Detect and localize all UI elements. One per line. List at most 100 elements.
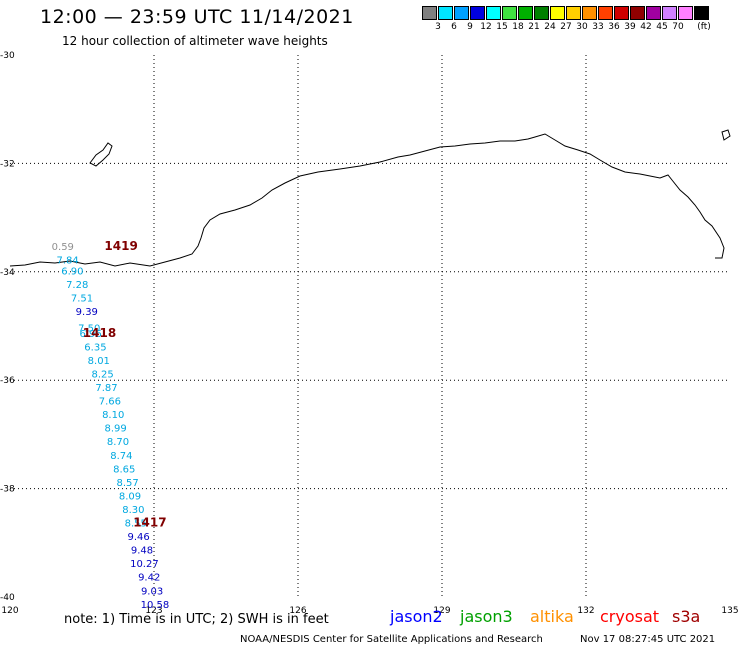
swh-value: 8.30 (122, 505, 144, 516)
color-legend (422, 6, 710, 20)
longitude-tick-label: 132 (577, 606, 594, 616)
swh-value: 6.35 (84, 342, 106, 353)
swh-value: 8.09 (119, 491, 141, 502)
swh-value: 0.59 (52, 242, 74, 253)
legend-unit: (ft) (697, 22, 711, 32)
legend-swatch (550, 6, 565, 20)
legend-tick-label: 33 (592, 22, 604, 32)
legend-tick-label: 3 (435, 22, 441, 32)
swh-value: 7.51 (71, 294, 93, 305)
color-legend-labels: 3 6 9 12 15 18 21 24 27 30 33 36 39 42 45 70 (ft) (422, 22, 740, 34)
longitude-tick-label: 129 (433, 606, 450, 616)
swh-value: 8.01 (88, 356, 110, 367)
swh-value: 8.57 (116, 478, 138, 489)
legend-swatch (438, 6, 453, 20)
swh-value: 6.96 (80, 329, 102, 340)
wave-height-observations: 0.59 7.846.90 7.28 7.51 9.39 7.506.96 6.35 8.01… (52, 242, 170, 611)
latitude-tick-label: -38 (0, 485, 15, 495)
swh-value: 7.87 (95, 383, 117, 394)
legend-swatch (582, 6, 597, 20)
swh-value: 7.50 (78, 323, 100, 334)
legend-swatch (646, 6, 661, 20)
swh-value: 8.99 (104, 424, 126, 435)
satellite-cryosat-label: cryosat (600, 607, 660, 626)
legend-swatch (534, 6, 549, 20)
legend-swatch (454, 6, 469, 20)
longitude-tick-label: 123 (145, 606, 162, 616)
swh-value: 7.66 (99, 397, 121, 408)
longitude-tick-label: 120 (1, 606, 18, 616)
swh-value: 8.74 (110, 451, 132, 462)
swh-value: 9.46 (128, 532, 150, 543)
legend-tick-label: 27 (560, 22, 572, 32)
latitude-tick-label: -36 (0, 376, 15, 386)
swh-value: 6.90 (61, 267, 83, 278)
longitude-tick-label: 135 (721, 606, 738, 616)
swh-value: 8.55 (125, 519, 147, 530)
satellite-s3a-label: s3a (672, 607, 701, 626)
legend-tick-label: 30 (576, 22, 588, 32)
credit-text: NOAA/NESDIS Center for Satellite Applica… (240, 634, 543, 645)
legend-swatch (614, 6, 629, 20)
legend-tick-label: 15 (496, 22, 508, 32)
latitude-tick-label: -30 (0, 51, 15, 61)
timestamp-text: Nov 17 08:27:45 UTC 2021 (580, 634, 716, 645)
legend-tick-label: 24 (544, 22, 556, 32)
legend-tick-label: 18 (512, 22, 524, 32)
legend-swatch (662, 6, 677, 20)
latitude-tick-label: -32 (0, 159, 15, 169)
swh-value: 9.03 (141, 586, 163, 597)
swh-value: 8.70 (107, 437, 129, 448)
footer-note: note: 1) Time is in UTC; 2) SWH is in fe… (64, 612, 329, 627)
legend-tick-label: 36 (608, 22, 620, 32)
legend-swatch (486, 6, 501, 20)
swh-value: 10.27 (130, 559, 159, 570)
satellite-jason3-label: jason3 (460, 607, 513, 626)
swh-value: 8.65 (113, 464, 135, 475)
swh-value: 10.58 (141, 600, 170, 611)
pass-time-label: 1417 (133, 516, 166, 530)
coastline (9, 129, 731, 267)
swh-value: 9.42 (138, 573, 160, 584)
legend-swatch (694, 6, 709, 20)
swh-value: 9.48 (131, 546, 153, 557)
legend-tick-label: 42 (640, 22, 652, 32)
legend-swatch (566, 6, 581, 20)
legend-swatch (518, 6, 533, 20)
legend-swatch (502, 6, 517, 20)
graticule (10, 55, 730, 597)
satellite-altika-label: altika (530, 607, 574, 626)
island-outline (89, 142, 113, 167)
page-subtitle: 12 hour collection of altimeter wave hei… (62, 34, 328, 48)
swh-value: 7.28 (66, 280, 88, 291)
legend-swatch (598, 6, 613, 20)
legend-swatch (422, 6, 437, 20)
legend-tick-label: 39 (624, 22, 636, 32)
legend-tick-label: 21 (528, 22, 540, 32)
latitude-tick-label: -40 (0, 593, 15, 603)
legend-tick-label: 6 (451, 22, 457, 32)
pass-time-labels: 1419 1418 1417 (83, 239, 167, 529)
legend-swatch (630, 6, 645, 20)
legend-swatch (470, 6, 485, 20)
coast-fragment (721, 129, 731, 141)
legend-swatch (678, 6, 693, 20)
australia-coastline (9, 133, 725, 267)
satellite-jason2-label: jason2 (390, 607, 443, 626)
pass-time-label: 1419 (104, 239, 137, 253)
longitude-tick-label: 126 (289, 606, 306, 616)
legend-tick-label: 9 (467, 22, 473, 32)
legend-tick-label: 45 (656, 22, 668, 32)
page-title: 12:00 — 23:59 UTC 11/14/2021 (40, 6, 354, 28)
legend-tick-label: 70 (672, 22, 684, 32)
pass-time-label: 1418 (83, 326, 116, 340)
swh-value: 9.39 (76, 307, 98, 318)
swh-value: 7.84 (56, 256, 78, 267)
legend-tick-label: 12 (480, 22, 492, 32)
swh-value: 8.25 (92, 369, 114, 380)
axis-labels: 120 123 126 129 132 135 -30 -32 -34 -36 -38 -40 (0, 51, 739, 616)
swh-value: 8.10 (102, 410, 124, 421)
latitude-tick-label: -34 (0, 268, 15, 278)
